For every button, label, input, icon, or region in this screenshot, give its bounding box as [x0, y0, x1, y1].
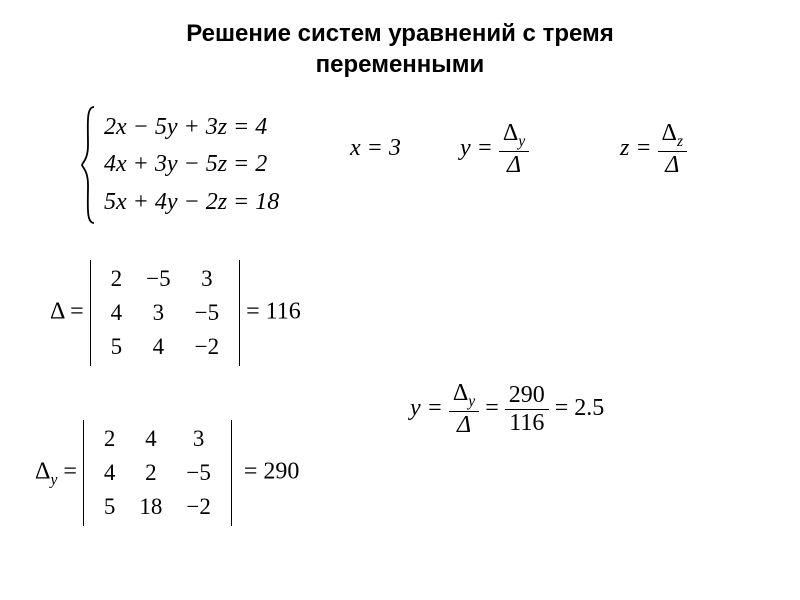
- z-den: Δ: [658, 152, 688, 179]
- title-line2: переменными: [316, 51, 485, 78]
- det-main-matrix: 2−53 43−5 54−2: [90, 260, 240, 366]
- dy-01: 4: [127, 422, 174, 456]
- ycalc-f2den: 116: [505, 410, 549, 437]
- det-main-result: = 116: [246, 299, 301, 325]
- dy-21: 18: [127, 490, 174, 524]
- ycalc-f1den: Δ: [449, 412, 479, 439]
- x-eq-text: x = 3: [350, 135, 401, 161]
- y-calculation: y = Δy Δ = 290 116 = 2.5: [410, 380, 604, 439]
- ycalc-eq2: = 2.5: [555, 395, 605, 421]
- z-label: z =: [620, 135, 652, 161]
- y-fraction: Δy Δ: [499, 120, 529, 179]
- ycalc-f1num: Δ: [453, 380, 468, 406]
- dy-12: −5: [174, 456, 222, 490]
- z-formula: z = Δz Δ: [620, 120, 687, 179]
- title-line1: Решение систем уравнений с тремя: [186, 20, 614, 47]
- ycalc-prefix: y =: [410, 395, 443, 421]
- dy-22: −2: [174, 490, 222, 524]
- dm-02: 3: [183, 262, 231, 296]
- left-brace-icon: [80, 105, 98, 225]
- y-num-sub: y: [518, 133, 525, 150]
- z-num-delta: Δ: [662, 120, 677, 146]
- y-den: Δ: [499, 152, 529, 179]
- dm-22: −2: [183, 330, 231, 364]
- ycalc-f1sub: y: [468, 393, 475, 410]
- det-y-result: = 290: [244, 459, 300, 485]
- dy-20: 5: [92, 490, 128, 524]
- dm-20: 5: [99, 330, 135, 364]
- dm-00: 2: [99, 262, 135, 296]
- x-solution: x = 3: [350, 135, 401, 162]
- dm-11: 3: [134, 296, 182, 330]
- y-label: y =: [460, 135, 493, 161]
- dy-02: 3: [174, 422, 222, 456]
- dm-01: −5: [134, 262, 182, 296]
- z-num-sub: z: [677, 133, 683, 150]
- dety-delta: Δ: [35, 459, 50, 485]
- determinant-y: Δy = 243 42−5 518−2 = 290: [35, 420, 299, 526]
- z-fraction: Δz Δ: [658, 120, 688, 179]
- dy-00: 2: [92, 422, 128, 456]
- dy-11: 2: [127, 456, 174, 490]
- det-main-label: Δ =: [50, 299, 84, 325]
- dm-21: 4: [134, 330, 182, 364]
- dm-12: −5: [183, 296, 231, 330]
- ycalc-frac1: Δy Δ: [449, 380, 479, 439]
- y-num-delta: Δ: [503, 120, 518, 146]
- eq2: 4x + 3y − 5z = 2: [104, 151, 267, 177]
- ycalc-eq1: =: [485, 395, 499, 421]
- dm-10: 4: [99, 296, 135, 330]
- eq3: 5x + 4y − 2z = 18: [104, 189, 279, 215]
- eq1: 2x − 5y + 3z = 4: [104, 114, 267, 140]
- dety-eq: =: [57, 459, 77, 485]
- determinant-main: Δ = 2−53 43−5 54−2 = 116: [50, 260, 301, 366]
- page-title: Решение систем уравнений с тремя перемен…: [0, 0, 800, 80]
- ycalc-f2num: 290: [505, 382, 549, 410]
- det-y-matrix: 243 42−5 518−2: [83, 420, 232, 526]
- ycalc-frac2: 290 116: [505, 382, 549, 437]
- dy-10: 4: [92, 456, 128, 490]
- equation-system: 2x − 5y + 3z = 4 4x + 3y − 5z = 2 5x + 4…: [80, 105, 279, 225]
- y-formula: y = Δy Δ: [460, 120, 529, 179]
